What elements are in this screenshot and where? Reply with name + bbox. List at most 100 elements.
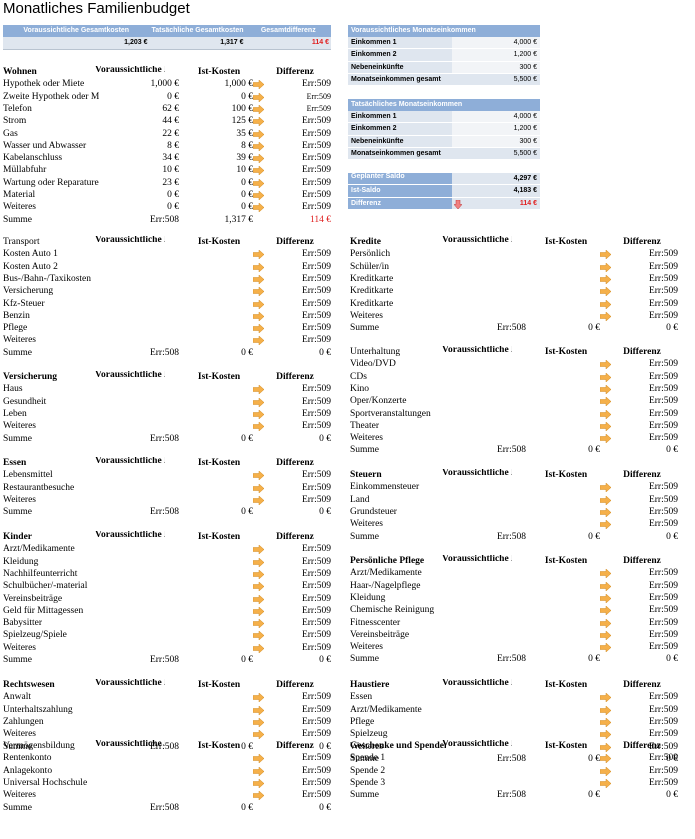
expense-row[interactable]: Leben Err:509 <box>3 408 348 420</box>
expense-actual[interactable]: 0 € <box>241 177 253 188</box>
summary-header-actual[interactable]: Tatsächliche Gesamtkosten <box>149 25 246 37</box>
expense-row[interactable]: Weiteres Err:509 <box>3 642 348 654</box>
expense-planned[interactable]: 23 € <box>162 177 179 188</box>
expense-row[interactable]: Anwalt Err:509 <box>3 691 348 703</box>
income-value[interactable]: 5,500 € <box>452 73 540 86</box>
expense-row[interactable]: Grundsteuer Err:509 <box>350 506 695 518</box>
expense-row[interactable]: Haus Err:509 <box>3 383 348 395</box>
expense-actual[interactable]: 39 € <box>236 153 253 164</box>
expense-row[interactable]: Weiteres Err:509 <box>350 741 695 753</box>
expense-row[interactable]: Kino Err:509 <box>350 383 695 395</box>
expense-planned[interactable]: 22 € <box>162 128 179 139</box>
expense-planned[interactable]: 10 € <box>162 165 179 176</box>
expense-planned[interactable]: 34 € <box>162 153 179 164</box>
expense-planned[interactable]: 44 € <box>162 116 179 127</box>
saldo-value[interactable]: 4,183 € <box>452 185 540 197</box>
expense-row[interactable]: Telefon 62 € 100 € Err:509 <box>3 103 348 115</box>
expense-row[interactable]: Fitnesscenter Err:509 <box>350 617 695 629</box>
expense-row[interactable]: Universal Hochschule Err:509 <box>3 777 348 789</box>
expense-row[interactable]: Theater Err:509 <box>350 420 695 432</box>
expense-row[interactable]: Schüler/in Err:509 <box>350 261 695 273</box>
income-value[interactable]: 5,500 € <box>452 147 540 160</box>
expense-row[interactable]: Persönlich Err:509 <box>350 248 695 260</box>
expense-row[interactable]: Weiteres Err:509 <box>350 518 695 530</box>
expense-row[interactable]: Essen Err:509 <box>350 691 695 703</box>
expense-row[interactable]: Restaurantbesuche Err:509 <box>3 482 348 494</box>
expense-actual[interactable]: 0 € <box>241 202 253 213</box>
expense-row[interactable]: Unterhaltszahlung Err:509 <box>3 704 348 716</box>
expense-row[interactable]: Lebensmittel Err:509 <box>3 469 348 481</box>
expense-actual[interactable]: 125 € <box>231 116 253 127</box>
income-value[interactable]: 4,000 € <box>452 111 540 123</box>
expense-row[interactable]: Kreditkarte Err:509 <box>350 285 695 297</box>
expense-row[interactable]: Nachhilfeunterricht Err:509 <box>3 568 348 580</box>
expense-row[interactable]: Babysitter Err:509 <box>3 617 348 629</box>
expense-row[interactable]: CDs Err:509 <box>350 371 695 383</box>
summary-header-planned[interactable]: Voraussichtliche Gesamtkosten <box>3 25 150 37</box>
expense-row[interactable]: Haar-/Nagelpflege Err:509 <box>350 580 695 592</box>
expense-actual[interactable]: 100 € <box>231 103 253 114</box>
income-value[interactable]: 300 € <box>452 61 540 73</box>
expense-row[interactable]: Anlagekonto Err:509 <box>3 765 348 777</box>
expense-row[interactable]: Zahlungen Err:509 <box>3 716 348 728</box>
expense-row[interactable]: Einkommensteuer Err:509 <box>350 481 695 493</box>
expense-row[interactable]: Arzt/Medikamente Err:509 <box>350 567 695 579</box>
expense-row[interactable]: Kfz-Steuer Err:509 <box>3 298 348 310</box>
expense-row[interactable]: Weiteres Err:509 <box>350 641 695 653</box>
expense-row[interactable]: Spende 3 Err:509 <box>350 777 695 789</box>
saldo-value[interactable]: 114 € <box>452 197 540 209</box>
expense-row[interactable]: Sportveranstaltungen Err:509 <box>350 408 695 420</box>
expense-planned[interactable]: 0 € <box>167 202 179 213</box>
expense-row[interactable]: Bus-/Bahn-/Taxikosten Err:509 <box>3 273 348 285</box>
expense-row[interactable]: Kreditkarte Err:509 <box>350 273 695 285</box>
expense-row[interactable]: Gesundheit Err:509 <box>3 396 348 408</box>
expense-planned[interactable]: 8 € <box>167 140 179 151</box>
expense-row[interactable]: Kleidung Err:509 <box>3 556 348 568</box>
summary-actual-value[interactable]: 1,317 € <box>149 37 246 50</box>
expense-row[interactable]: Müllabfuhr 10 € 10 € Err:509 <box>3 164 348 176</box>
expense-row[interactable]: Material 0 € 0 € Err:509 <box>3 189 348 201</box>
expense-row[interactable]: Spende 2 Err:509 <box>350 765 695 777</box>
expense-row[interactable]: Land Err:509 <box>350 494 695 506</box>
expense-row[interactable]: Vereinsbeiträge Err:509 <box>3 593 348 605</box>
expense-planned[interactable]: 62 € <box>162 103 179 114</box>
expense-row[interactable]: Spende 1 Err:509 <box>350 752 695 764</box>
expense-actual[interactable]: 0 € <box>241 190 253 200</box>
expense-row[interactable]: Gas 22 € 35 € Err:509 <box>3 128 348 140</box>
saldo-value[interactable]: 4,297 € <box>452 173 540 185</box>
expense-row[interactable]: Spielzeug/Spiele Err:509 <box>3 629 348 641</box>
expense-row[interactable]: Spielzeug Err:509 <box>350 728 695 740</box>
expense-row[interactable]: Pflege Err:509 <box>3 322 348 334</box>
expense-row[interactable]: Hypothek oder Miete 1,000 € 1,000 € Err:509 <box>3 78 348 90</box>
expense-row[interactable]: Wasser und Abwasser 8 € 8 € Err:509 <box>3 140 348 152</box>
expense-row[interactable]: Vereinsbeiträge Err:509 <box>350 629 695 641</box>
expense-row[interactable]: Pflege Err:509 <box>350 716 695 728</box>
expense-row[interactable]: Benzin Err:509 <box>3 310 348 322</box>
summary-header-diff[interactable]: Gesamtdifferenz <box>245 25 331 37</box>
expense-actual[interactable]: 1,000 € <box>224 79 254 90</box>
expense-actual[interactable]: 8 € <box>241 140 253 151</box>
expense-row[interactable]: Kabelanschluss 34 € 39 € Err:509 <box>3 152 348 164</box>
expense-row[interactable]: Weiteres Err:509 <box>3 420 348 432</box>
expense-row[interactable]: Arzt/Medikamente Err:509 <box>3 543 348 555</box>
expense-row[interactable]: Oper/Konzerte Err:509 <box>350 395 695 407</box>
expense-planned[interactable]: 0 € <box>167 190 179 200</box>
expense-row[interactable]: Weiteres Err:509 <box>3 334 348 346</box>
summary-diff-value[interactable]: 114 € <box>245 37 331 50</box>
expense-row[interactable]: Versicherung Err:509 <box>3 285 348 297</box>
actual-income-title[interactable]: Tatsächliches Monatseinkommen <box>348 99 540 111</box>
expense-row[interactable]: Chemische Reinigung Err:509 <box>350 604 695 616</box>
income-value[interactable]: 4,000 € <box>452 37 540 49</box>
income-value[interactable]: 1,200 € <box>452 123 540 135</box>
expense-row[interactable]: Video/DVD Err:509 <box>350 358 695 370</box>
expense-row[interactable]: Zweite Hypothek oder Miete 0 € 0 € Err:509 <box>3 91 348 103</box>
income-value[interactable]: 300 € <box>452 135 540 147</box>
expense-row[interactable]: Rentenkonto Err:509 <box>3 752 348 764</box>
expense-row[interactable]: Strom 44 € 125 € Err:509 <box>3 115 348 127</box>
expense-actual[interactable]: 35 € <box>236 128 253 139</box>
expense-planned[interactable]: 0 € <box>167 91 179 102</box>
expense-row[interactable]: Kreditkarte Err:509 <box>350 298 695 310</box>
expense-row[interactable]: Schulbücher/-material Err:509 <box>3 580 348 592</box>
expense-row[interactable]: Geld für Mittagessen Err:509 <box>3 605 348 617</box>
income-value[interactable]: 1,200 € <box>452 49 540 61</box>
